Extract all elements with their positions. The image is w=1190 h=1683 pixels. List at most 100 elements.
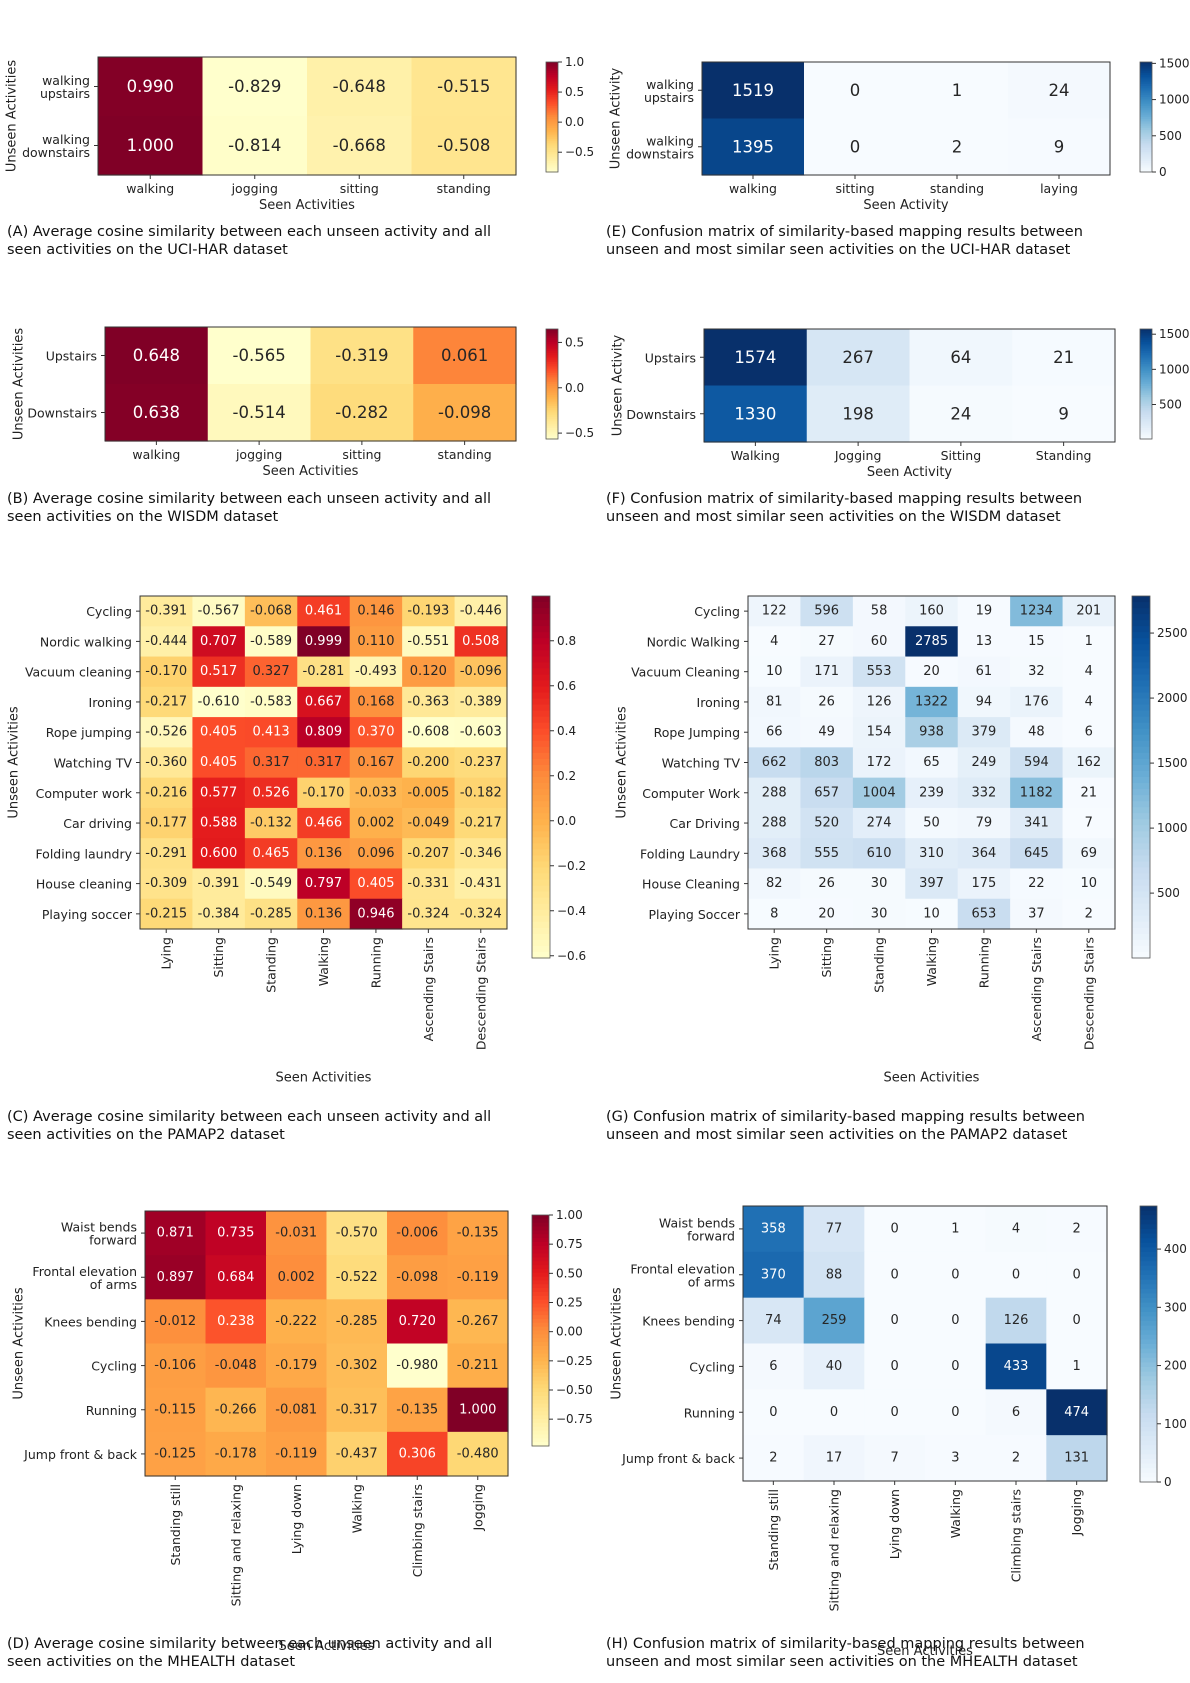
colorbar-tick-label: 500 [1159, 129, 1182, 143]
cell-value-label: 0 [951, 1313, 959, 1328]
cell-value-label: -0.346 [460, 846, 502, 861]
colorbar-segment [1140, 1380, 1157, 1386]
colorbar-segment [1140, 67, 1152, 70]
heatmap-cell [326, 1387, 388, 1433]
heatmap-cell [957, 656, 1011, 688]
colorbar-tick-label: 0.25 [556, 1296, 583, 1310]
heatmap-cell [192, 686, 246, 718]
cell-value-label: 2 [1073, 1221, 1081, 1236]
cell-value-label: 0.465 [252, 846, 289, 861]
colorbar-segment [1140, 360, 1152, 363]
cell-value-label: 0 [891, 1359, 899, 1374]
heatmap-cell [98, 57, 204, 117]
colorbar-segment [1140, 409, 1152, 413]
cell-value-label: 6 [1012, 1405, 1020, 1420]
colorbar-segment [1140, 387, 1152, 391]
colorbar-segment [1140, 120, 1152, 124]
heatmap-cell [985, 1251, 1047, 1299]
colorbar-segment [532, 1426, 549, 1432]
colorbar-segment [1140, 1293, 1157, 1299]
cell-value-label: 32 [1028, 664, 1045, 679]
cell-value-label: 0 [951, 1359, 959, 1374]
x-tick-label: Walking [349, 1484, 364, 1533]
colorbar-segment [1140, 1371, 1157, 1377]
cell-value-label: 0.526 [252, 785, 289, 800]
cell-value-label: 94 [976, 694, 993, 709]
x-tick-label: Jogging [1069, 1489, 1084, 1537]
cell-value-label: -0.526 [145, 725, 187, 740]
heatmap-cell [1012, 329, 1116, 387]
colorbar-segment [546, 100, 558, 103]
colorbar-segment [1140, 1256, 1157, 1262]
colorbar-segment [1140, 329, 1152, 332]
colorbar-segment [1132, 656, 1150, 663]
colorbar-segment [1132, 819, 1150, 826]
cell-value-label: 0.684 [217, 1270, 254, 1285]
colorbar-segment [532, 1334, 549, 1339]
colorbar-segment [546, 62, 558, 65]
cell-value-label: 1234 [1020, 604, 1053, 619]
heatmap-cell [702, 62, 805, 120]
heatmap-cell [244, 717, 298, 748]
heatmap-cell [447, 1255, 509, 1300]
colorbar-segment [546, 349, 558, 352]
heatmap-cell [800, 838, 854, 870]
y-tick-label: Frontal elevation of arms [32, 1263, 137, 1291]
colorbar-segment [1140, 1399, 1157, 1405]
colorbar-tick-label: 2000 [1157, 691, 1188, 705]
colorbar-segment [546, 120, 558, 124]
colorbar-segment [1140, 338, 1152, 341]
heatmap-cell [905, 686, 959, 718]
colorbar-segment [1140, 76, 1152, 80]
cell-value-label: -0.216 [145, 785, 187, 800]
cell-value-label: 74 [765, 1313, 782, 1328]
colorbar-segment [532, 1438, 549, 1443]
heatmap-cell [349, 868, 403, 900]
colorbar-segment [546, 341, 558, 345]
y-tick-label: Cycling [694, 604, 740, 619]
colorbar-segment [1140, 159, 1152, 162]
panel-caption: (B) Average cosine similarity between ea… [7, 491, 491, 507]
colorbar-segment [1140, 1390, 1157, 1396]
cell-value-label: 176 [1024, 694, 1049, 709]
cell-value-label: 1.000 [127, 136, 174, 155]
x-tick-label: Ascending Stairs [421, 937, 436, 1041]
heatmap-cell [192, 747, 246, 779]
cell-value-label: 26 [818, 694, 835, 709]
colorbar-segment [1132, 710, 1150, 718]
colorbar-frame [1139, 61, 1153, 173]
heatmap-cell [800, 868, 854, 900]
heatmap-frame [703, 328, 1116, 443]
cell-value-label: -0.391 [145, 604, 187, 619]
colorbar-segment [546, 378, 558, 381]
colorbar-segment [1140, 352, 1152, 356]
colorbar-segment [546, 402, 558, 405]
cell-value-label: 0.002 [357, 816, 394, 831]
colorbar-segment [1140, 1426, 1157, 1432]
colorbar-segment [546, 406, 558, 409]
colorbar-segment [1140, 102, 1152, 105]
cell-value-label: -0.106 [154, 1358, 196, 1373]
cell-value-label: 65 [923, 755, 940, 770]
colorbar-segment [546, 104, 558, 107]
colorbar-segment [546, 367, 558, 370]
colorbar-segment [1140, 1334, 1157, 1340]
cell-value-label: 0 [951, 1405, 959, 1420]
colorbar-segment [532, 1299, 549, 1305]
colorbar-segment [546, 124, 558, 127]
cell-value-label: -0.222 [275, 1314, 317, 1329]
heatmap-cell [326, 1431, 388, 1477]
colorbar-segment [532, 831, 550, 838]
y-tick-label: Waist bends forward [659, 1215, 735, 1243]
cell-value-label: -0.048 [215, 1358, 257, 1373]
colorbar-segment [1140, 1224, 1157, 1230]
heatmap-frame [742, 1205, 1108, 1482]
colorbar-segment [532, 746, 550, 754]
colorbar-segment [1140, 117, 1152, 120]
colorbar-segment [1140, 404, 1152, 407]
x-tick-label: Lying down [887, 1489, 902, 1559]
x-axis-label: Seen Activities [276, 1070, 372, 1085]
colorbar-segment [1140, 1472, 1157, 1478]
colorbar-tick-label: 0.6 [557, 679, 576, 693]
cell-value-label: 1 [1085, 634, 1093, 649]
